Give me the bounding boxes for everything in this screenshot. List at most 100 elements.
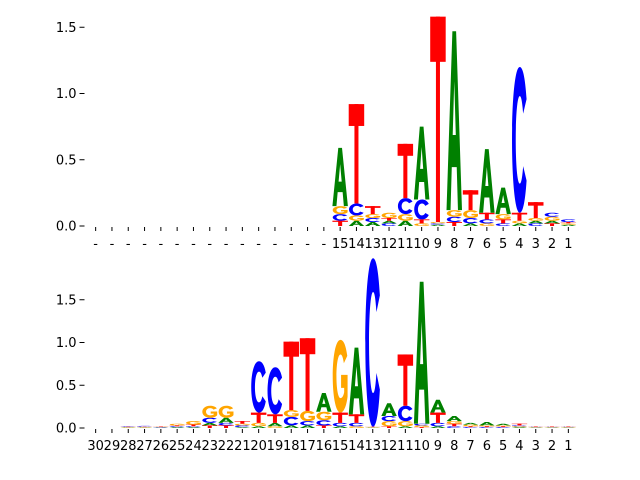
x-tick-label: - — [289, 237, 294, 252]
logo-letter-a — [462, 223, 479, 226]
x-tick-label: 19 — [267, 439, 284, 454]
logo-letter-c — [446, 426, 462, 428]
logo-letter-g — [479, 223, 495, 226]
logo-letter-g — [381, 212, 397, 219]
logo-letter-a — [267, 422, 283, 427]
logo-letter-t — [332, 412, 348, 423]
logo-letter-g — [251, 422, 267, 427]
x-tick-label: 2 — [548, 237, 556, 252]
logo-letter-t — [397, 354, 414, 406]
logo-letter-a — [495, 187, 511, 215]
logo-panel-top: 0.00.51.01.5- - - - - - - - - - - - - - -15 14 13 12 11 10 9… — [56, 16, 577, 252]
logo-letter-t — [218, 425, 234, 428]
logo-letter-t — [560, 222, 577, 224]
logo-letter-c — [365, 218, 380, 223]
logo-letter-c — [349, 422, 364, 427]
logo-letter-g — [479, 425, 495, 427]
logo-letter-t — [185, 424, 202, 427]
logo-letter-g — [512, 426, 527, 428]
logo-letter-g — [414, 223, 430, 226]
logo-letter-a — [511, 427, 528, 428]
logo-letter-t — [495, 426, 511, 428]
logo-letter-a — [430, 399, 446, 413]
logo-letter-t — [250, 412, 267, 423]
logo-letter-g — [218, 405, 234, 418]
logo-letter-a — [446, 31, 462, 211]
x-tick-label: - — [240, 237, 245, 252]
x-tick-label: 5 — [499, 237, 507, 252]
logo-letter-t — [348, 414, 365, 423]
logo-letter-g — [495, 214, 511, 220]
x-tick-label: 17 — [299, 439, 316, 454]
logo-letter-c — [512, 425, 527, 427]
logo-letter-t — [299, 338, 316, 411]
logo-letter-c — [169, 426, 185, 428]
x-tick-label: 26 — [153, 439, 170, 454]
logo-letter-c — [186, 426, 201, 428]
x-tick-label: 3 — [532, 237, 540, 252]
x-tick-label: - — [110, 237, 115, 252]
logo-letter-t — [234, 421, 251, 424]
logo-letter-c — [251, 361, 266, 413]
x-tick-label: 8 — [450, 439, 458, 454]
logo-letter-t — [479, 212, 495, 220]
logo-letter-t — [479, 426, 495, 428]
logo-letter-t — [413, 427, 430, 428]
logo-letter-t — [169, 425, 185, 427]
logo-letter-a — [250, 426, 267, 428]
logo-letter-c — [463, 218, 478, 224]
x-tick-label: 11 — [397, 237, 414, 252]
logo-letter-t — [283, 341, 299, 411]
logo-letter-c — [218, 422, 234, 426]
logo-letter-g — [234, 423, 250, 426]
logo-letter-c — [397, 405, 413, 422]
logo-letter-a — [446, 416, 462, 422]
x-tick-label: 29 — [104, 439, 121, 454]
logo-letter-c — [397, 198, 413, 215]
x-tick-label: 14 — [348, 439, 365, 454]
logo-letter-g — [169, 423, 185, 426]
x-tick-label: 15 — [332, 237, 349, 252]
logo-letter-g — [202, 405, 218, 418]
logo-letter-c — [332, 422, 348, 427]
logo-letter-a — [234, 427, 251, 428]
logo-letter-a — [560, 224, 577, 226]
logo-letter-c — [332, 214, 348, 221]
logo-letter-c — [463, 427, 478, 428]
logo-letter-g — [381, 421, 397, 427]
logo-letter-t — [446, 423, 462, 427]
logo-letter-c — [528, 223, 543, 226]
logo-letter-g — [414, 425, 430, 428]
logo-letter-g — [544, 216, 560, 221]
logo-letter-a — [202, 422, 218, 426]
logo-letter-g — [349, 215, 364, 221]
x-tick-label: - — [93, 237, 98, 252]
logo-letter-a — [332, 426, 348, 428]
logo-letter-a — [495, 423, 511, 426]
x-tick-label: 23 — [201, 439, 218, 454]
logo-letter-a — [332, 147, 348, 207]
x-tick-label: 13 — [364, 237, 381, 252]
logo-letter-g — [365, 214, 381, 219]
logo-letter-t — [202, 425, 218, 428]
logo-letter-g — [300, 410, 315, 422]
logo-letter-a — [169, 427, 185, 428]
x-tick-label: 4 — [515, 237, 523, 252]
x-tick-label: 11 — [397, 439, 414, 454]
x-tick-label: 10 — [413, 439, 430, 454]
logo-letter-t — [365, 206, 381, 215]
logo-letter-a — [413, 281, 430, 424]
y-tick-label: 0.5 — [56, 379, 77, 394]
x-tick-label: 2 — [548, 439, 556, 454]
x-tick-label: 21 — [234, 439, 251, 454]
logo-letter-c — [495, 427, 511, 428]
logo-letter-g — [332, 206, 348, 215]
logo-letter-g — [463, 210, 478, 219]
x-tick-label: 28 — [120, 439, 137, 454]
logo-letter-c — [544, 212, 560, 217]
logo-letter-a — [381, 220, 397, 224]
x-tick-label: 16 — [316, 439, 333, 454]
logo-letter-c — [446, 216, 462, 223]
logo-letter-a — [479, 149, 495, 213]
logo-letter-c — [560, 219, 576, 223]
